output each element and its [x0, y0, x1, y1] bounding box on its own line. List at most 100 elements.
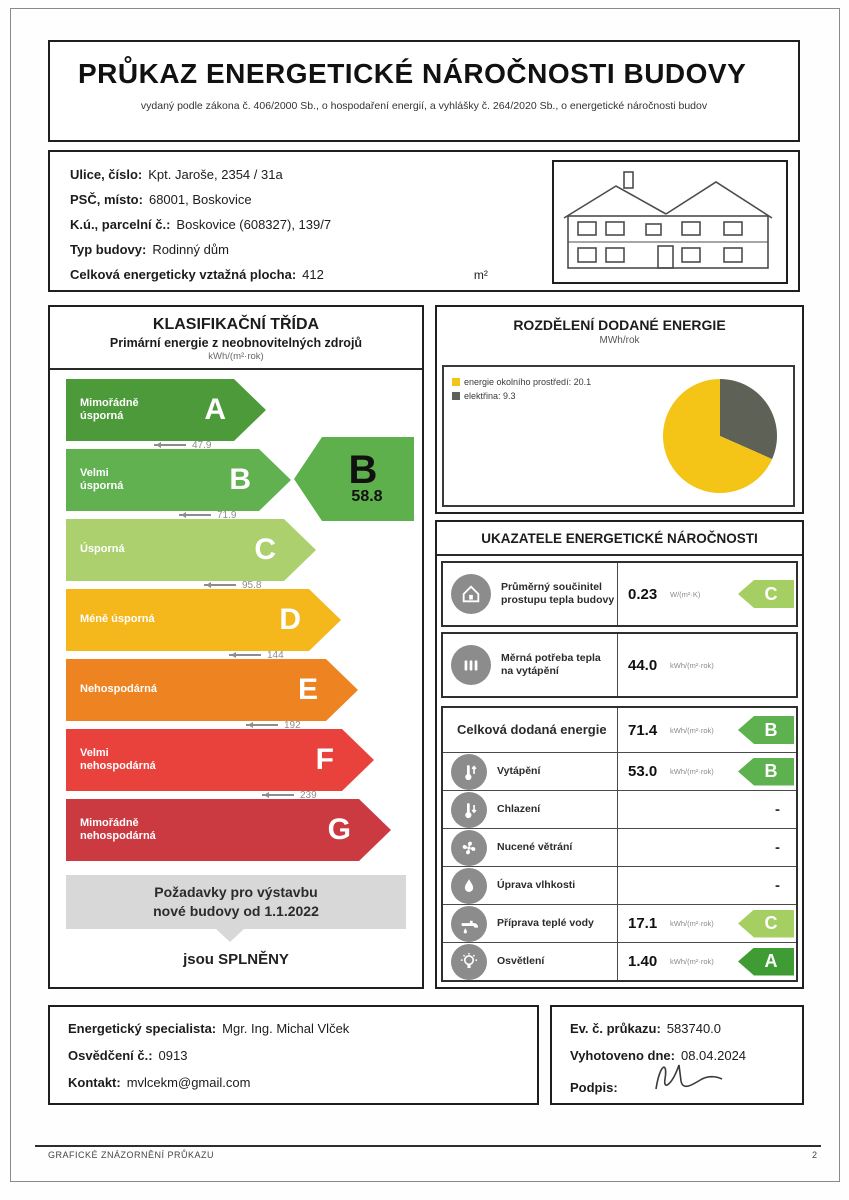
threshold-value: 47.9 — [192, 439, 212, 451]
pie-legend-text: elektřina: 9.3 — [464, 391, 516, 401]
indicator-rows: Průměrný součinitel prostupu tepla budov… — [437, 561, 802, 982]
threshold-value: 71.9 — [217, 509, 237, 521]
field-value: 68001, Boskovice — [148, 192, 252, 207]
energy-band-a: Mimořádně úsporná A — [66, 379, 266, 441]
field-value: 08.04.2024 — [680, 1048, 747, 1063]
threshold-value: 192 — [284, 719, 301, 731]
threshold-value: 95.8 — [242, 579, 262, 591]
threshold-marker: 144 — [229, 650, 284, 661]
building-info-row: PSČ, místo: 68001, Boskovice — [70, 187, 798, 212]
pie-chart-area: energie okolního prostředí: 20.1 elektřin… — [442, 365, 795, 507]
indicator-value-col: - — [617, 791, 796, 828]
indicator-empty-dash: - — [775, 801, 780, 818]
field-label: Typ budovy: — [70, 242, 147, 257]
indicator-value-col: - — [617, 867, 796, 904]
energy-band-d: Méně úsporná D — [66, 589, 341, 651]
field-label: Celková energeticky vztažná plocha: — [70, 267, 297, 282]
pie-legend-item: energie okolního prostředí: 20.1 — [452, 375, 591, 389]
indicator-label: Úprava vlhkosti — [497, 878, 576, 891]
requirements-line1: Požadavky pro výstavbu — [154, 884, 318, 901]
building-info-rows: Ulice, číslo: Kpt. Jaroše, 2354 / 31a PSČ,… — [50, 152, 798, 288]
indicator-label: Příprava teplé vody — [497, 916, 594, 929]
field-label: Podpis: — [570, 1080, 618, 1095]
building-info-row: Ulice, číslo: Kpt. Jaroše, 2354 / 31a — [70, 162, 798, 187]
humidity-icon — [451, 867, 487, 904]
field-value: 583740.0 — [666, 1021, 722, 1036]
energy-band-f: Velmi nehospodárná F — [66, 729, 374, 791]
threshold-arrow-icon — [204, 582, 236, 588]
energy-band-row: Mimořádně úsporná A 47.9 — [66, 379, 391, 451]
indicator-label: Měrná potřeba tepla na vytápění — [501, 651, 601, 677]
divider — [50, 368, 422, 370]
threshold-marker: 192 — [246, 719, 301, 731]
cooling-icon — [451, 791, 487, 828]
specialist-row: Osvědčení č.: 0913 — [68, 1042, 537, 1069]
indicator-row-left: Úprava vlhkosti — [443, 867, 617, 904]
house-icon — [451, 574, 491, 614]
indicator-row-left: Vytápění — [443, 753, 617, 790]
class-arrow-a: A — [738, 947, 794, 976]
indicator-main-table: Celková dodaná energie 71.4 kWh/(m²·rok) B V… — [441, 706, 798, 982]
band-label: Úsporná — [80, 543, 125, 556]
specialist-box: Energetický specialista: Mgr. Ing. Michal… — [48, 1005, 539, 1105]
indicators-box: UKAZATELE ENERGETICKÉ NÁROČNOSTI Průměrn… — [435, 520, 804, 989]
field-value: mvlcekm@gmail.com — [126, 1075, 251, 1090]
field-value: Kpt. Jaroše, 2354 / 31a — [148, 167, 283, 182]
field-value: 412 — [302, 267, 324, 282]
threshold-arrow-icon — [229, 652, 261, 658]
band-label: Velmi nehospodárná — [80, 746, 156, 772]
signature — [648, 1055, 738, 1106]
indicator-row-left: Celková dodaná energie — [443, 708, 617, 752]
heating-icon — [451, 753, 487, 790]
energy-band-row: Úsporná C 95.8 — [66, 519, 391, 591]
indicator-row-celkov-dodan-energie: Celková dodaná energie 71.4 kWh/(m²·rok) B — [443, 708, 796, 752]
hot-water-icon — [451, 905, 487, 942]
classification-subtitle: Primární energie z neobnovitelných zdroj… — [109, 336, 363, 350]
indicator-empty-dash: - — [775, 839, 780, 856]
energy-band-row: Méně úsporná D 144 — [66, 589, 391, 661]
band-letter: A — [204, 393, 226, 426]
current-rating-arrow: B 58.8 — [294, 437, 414, 521]
indicator-row-left: Nucené větrání — [443, 829, 617, 866]
indicator-label: Osvětlení — [497, 954, 545, 967]
building-photo — [552, 160, 788, 284]
pie-slice-elektřina — [720, 379, 777, 460]
band-label: Mimořádně úsporná — [80, 396, 139, 422]
legend-marker-icon — [452, 378, 460, 386]
indicator-empty-dash: - — [775, 877, 780, 894]
indicators-title: UKAZATELE ENERGETICKÉ NÁROČNOSTI — [437, 522, 802, 556]
issue-row: Podpis: — [570, 1064, 802, 1106]
indicator-row-osv-tlen-: Osvětlení 1.40 kWh/(m²·rok) A — [443, 942, 796, 980]
class-arrow-c: C — [738, 909, 794, 938]
indicator-label: Vytápění — [497, 764, 541, 777]
field-label: Vyhotoveno dne: — [570, 1048, 675, 1063]
indicator-unit: kWh/(m²·rok) — [670, 725, 714, 735]
indicator-value-col: 71.4 kWh/(m²·rok) B — [617, 708, 796, 752]
indicator-unit: kWh/(m²·rok) — [670, 957, 714, 966]
threshold-value: 239 — [300, 789, 317, 801]
energy-band-c: Úsporná C — [66, 519, 316, 581]
specialist-row: Energetický specialista: Mgr. Ing. Michal… — [68, 1015, 537, 1042]
field-label: Energetický specialista: — [68, 1021, 217, 1036]
requirements-result: jsou SPLNĚNY — [183, 951, 289, 968]
pie-unit: MWh/rok — [599, 335, 640, 346]
indicator-value: 0.23 — [628, 585, 658, 603]
issue-row: Vyhotoveno dne: 08.04.2024 — [570, 1042, 802, 1069]
footer-rule — [35, 1145, 821, 1147]
indicator-value: 17.1 — [628, 915, 658, 932]
energy-bands: Mimořádně úsporná A 47.9 Velmi úsporná B 71.9… — [66, 379, 391, 869]
field-value: Mgr. Ing. Michal Vlček — [222, 1021, 350, 1036]
specialist-row: Kontakt: mvlcekm@gmail.com — [68, 1069, 537, 1096]
classification-unit: kWh/(m²·rok) — [208, 351, 264, 362]
indicator-value-col: 17.1 kWh/(m²·rok) C — [617, 905, 796, 942]
band-label: Velmi úsporná — [80, 466, 124, 492]
indicator-label: Nucené větrání — [497, 840, 573, 853]
building-info-box: Ulice, číslo: Kpt. Jaroše, 2354 / 31a PSČ,… — [48, 150, 800, 292]
indicator-value-col: 1.40 kWh/(m²·rok) A — [617, 943, 796, 980]
field-label: K.ú., parcelní č.: — [70, 217, 171, 232]
footer-label: GRAFICKÉ ZNÁZORNĚNÍ PRŮKAZU — [48, 1150, 215, 1160]
pie-chart — [662, 379, 777, 493]
pie-legend-text: energie okolního prostředí: 20.1 — [464, 377, 592, 387]
indicator-row-left: Osvětlení — [443, 943, 617, 980]
